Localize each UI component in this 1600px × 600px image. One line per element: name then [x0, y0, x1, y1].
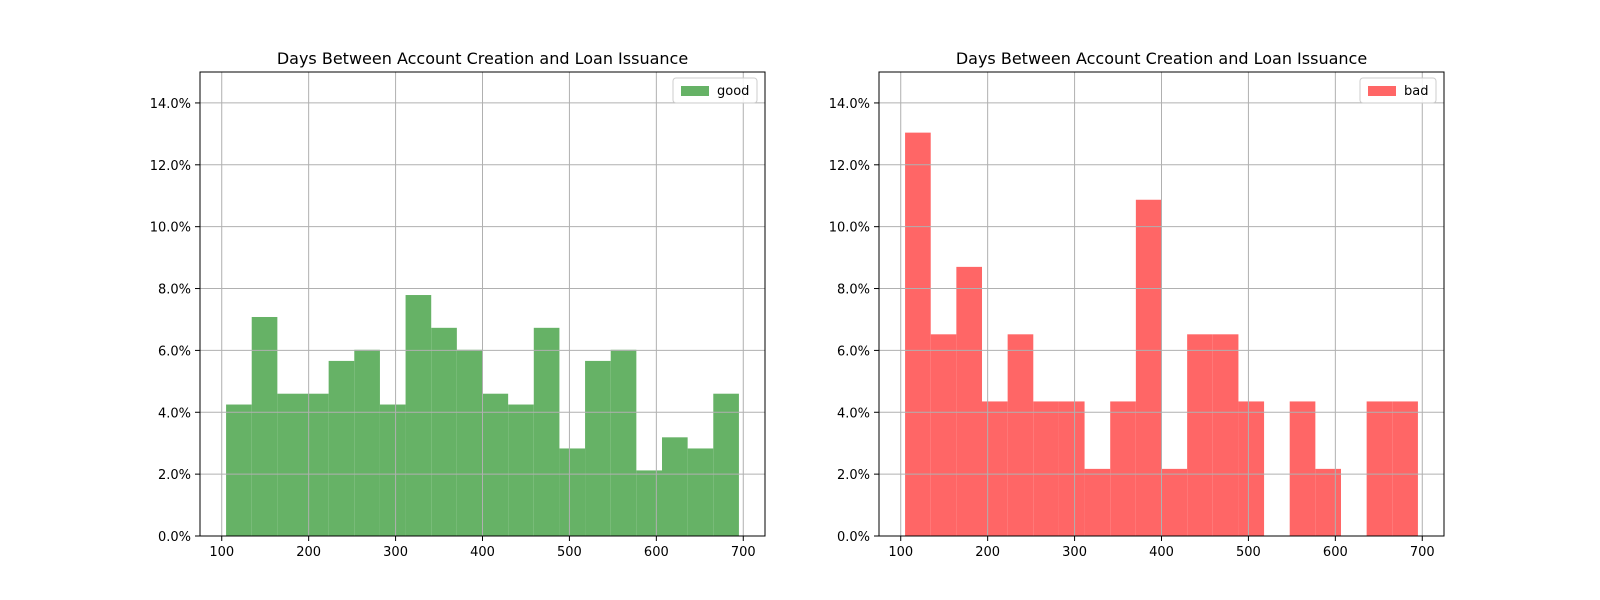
histogram-bar	[1289, 401, 1316, 536]
histogram-bar	[982, 401, 1008, 536]
histogram-bar	[661, 437, 688, 536]
legend-label: good	[717, 84, 749, 99]
x-tick-label: 600	[1323, 545, 1348, 560]
histogram-bar	[713, 393, 739, 536]
histogram-bar	[905, 132, 931, 536]
x-tick-label: 100	[209, 545, 234, 560]
y-tick-label: 4.0%	[158, 406, 191, 421]
x-tick-label: 500	[557, 545, 582, 560]
y-tick-label: 8.0%	[158, 283, 191, 298]
y-tick-label: 2.0%	[837, 468, 870, 483]
histogram-bar	[1033, 401, 1059, 536]
y-tick-label: 6.0%	[158, 344, 191, 359]
histogram-bar	[1084, 468, 1111, 536]
histogram-bar	[533, 327, 560, 536]
y-tick-label: 12.0%	[829, 159, 870, 174]
histogram-bar	[1058, 401, 1085, 536]
x-tick-label: 400	[470, 545, 495, 560]
histogram-bar	[610, 349, 637, 536]
legend-box	[672, 77, 758, 104]
x-tick-label: 700	[731, 545, 756, 560]
x-tick-label: 100	[888, 545, 913, 560]
histogram-bar	[303, 393, 329, 536]
y-tick-label: 14.0%	[150, 97, 191, 112]
y-tick-label: 10.0%	[829, 221, 870, 236]
histogram-bar	[379, 404, 406, 536]
y-tick-label: 12.0%	[150, 159, 191, 174]
y-tick-label: 6.0%	[837, 344, 870, 359]
histogram-bar	[1392, 401, 1418, 536]
histogram-bar	[431, 327, 457, 536]
histogram-bar	[636, 470, 662, 536]
x-tick-label: 300	[383, 545, 408, 560]
chart-good: 100 200 300 400 500 600 700 0.0% 2.0% 4.0% 6.0% 8.0…	[150, 49, 766, 560]
histogram-bar	[956, 266, 983, 536]
y-tick-label: 4.0%	[837, 406, 870, 421]
legend-box	[1359, 77, 1437, 104]
y-tick-label: 0.0%	[837, 530, 870, 545]
chart-title: Days Between Account Creation and Loan I…	[277, 49, 688, 68]
histogram-bar	[1110, 401, 1136, 536]
histogram-bar	[482, 393, 509, 536]
histogram-bar	[1238, 401, 1265, 536]
x-tick-label: 600	[644, 545, 669, 560]
x-tick-label: 700	[1410, 545, 1435, 560]
y-tick-label: 2.0%	[158, 468, 191, 483]
histogram-bar	[1161, 468, 1188, 536]
chart-bad: 100 200 300 400 500 600 700 0.0% 2.0% 4.0% 6.0% 8.0…	[829, 49, 1445, 560]
histogram-bar	[1212, 334, 1239, 536]
histogram-bar	[930, 334, 957, 536]
y-tick-label: 10.0%	[150, 221, 191, 236]
chart-title: Days Between Account Creation and Loan I…	[956, 49, 1367, 68]
histogram-bar	[1366, 401, 1393, 536]
x-tick-label: 200	[975, 545, 1000, 560]
histogram-bar	[1187, 334, 1213, 536]
histogram-bar	[585, 360, 611, 536]
x-tick-label: 200	[296, 545, 321, 560]
x-tick-label: 300	[1062, 545, 1087, 560]
y-tick-label: 8.0%	[837, 283, 870, 298]
histogram-bar	[226, 404, 252, 536]
histogram-bar	[559, 448, 586, 536]
histogram-bar	[1007, 334, 1034, 536]
histogram-bar	[508, 404, 534, 536]
histogram-bar	[1315, 468, 1341, 536]
histogram-bar	[405, 295, 432, 536]
legend-swatch	[1368, 86, 1396, 96]
histogram-bar	[328, 360, 355, 536]
legend-swatch	[681, 86, 709, 96]
histogram-bar	[456, 349, 483, 536]
histogram-bar	[1135, 199, 1162, 536]
x-tick-label: 500	[1236, 545, 1261, 560]
legend-label: bad	[1404, 84, 1428, 99]
x-tick-label: 400	[1149, 545, 1174, 560]
histogram-bar	[251, 316, 278, 536]
histogram-bar	[277, 393, 304, 536]
y-tick-label: 0.0%	[158, 530, 191, 545]
histogram-bar	[354, 349, 380, 536]
y-tick-label: 14.0%	[829, 97, 870, 112]
histogram-bar	[687, 448, 714, 536]
